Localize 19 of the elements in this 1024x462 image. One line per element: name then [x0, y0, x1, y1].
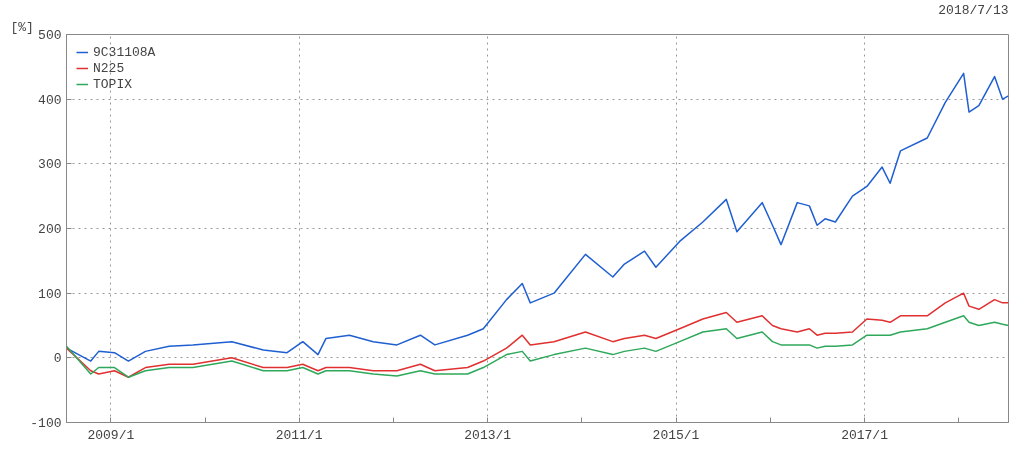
- legend-label: N225: [93, 60, 125, 76]
- x-tick-label: 2015/1: [652, 427, 700, 443]
- line-series: [66, 315, 1009, 378]
- y-tick-label: 0: [53, 351, 62, 367]
- legend-label: TOPIX: [93, 76, 133, 92]
- x-tick-label: 2013/1: [464, 427, 512, 443]
- legend-label: 9C31108A: [93, 44, 156, 60]
- y-tick-label: 300: [38, 157, 62, 173]
- line-series: [66, 292, 1009, 378]
- x-tick-label: 2009/1: [87, 427, 135, 443]
- y-tick-label: 500: [38, 28, 62, 43]
- y-tick-label: 200: [38, 222, 62, 237]
- y-axis-title: [%]: [10, 19, 34, 35]
- y-tick-label: -100: [30, 416, 62, 431]
- chart-subtitle: 2018/7/13: [938, 2, 1009, 18]
- y-tick-label: 100: [38, 286, 62, 302]
- x-tick-label: 2017/1: [841, 427, 889, 443]
- x-tick-label: 2011/1: [275, 427, 323, 443]
- y-tick-label: 400: [38, 92, 62, 108]
